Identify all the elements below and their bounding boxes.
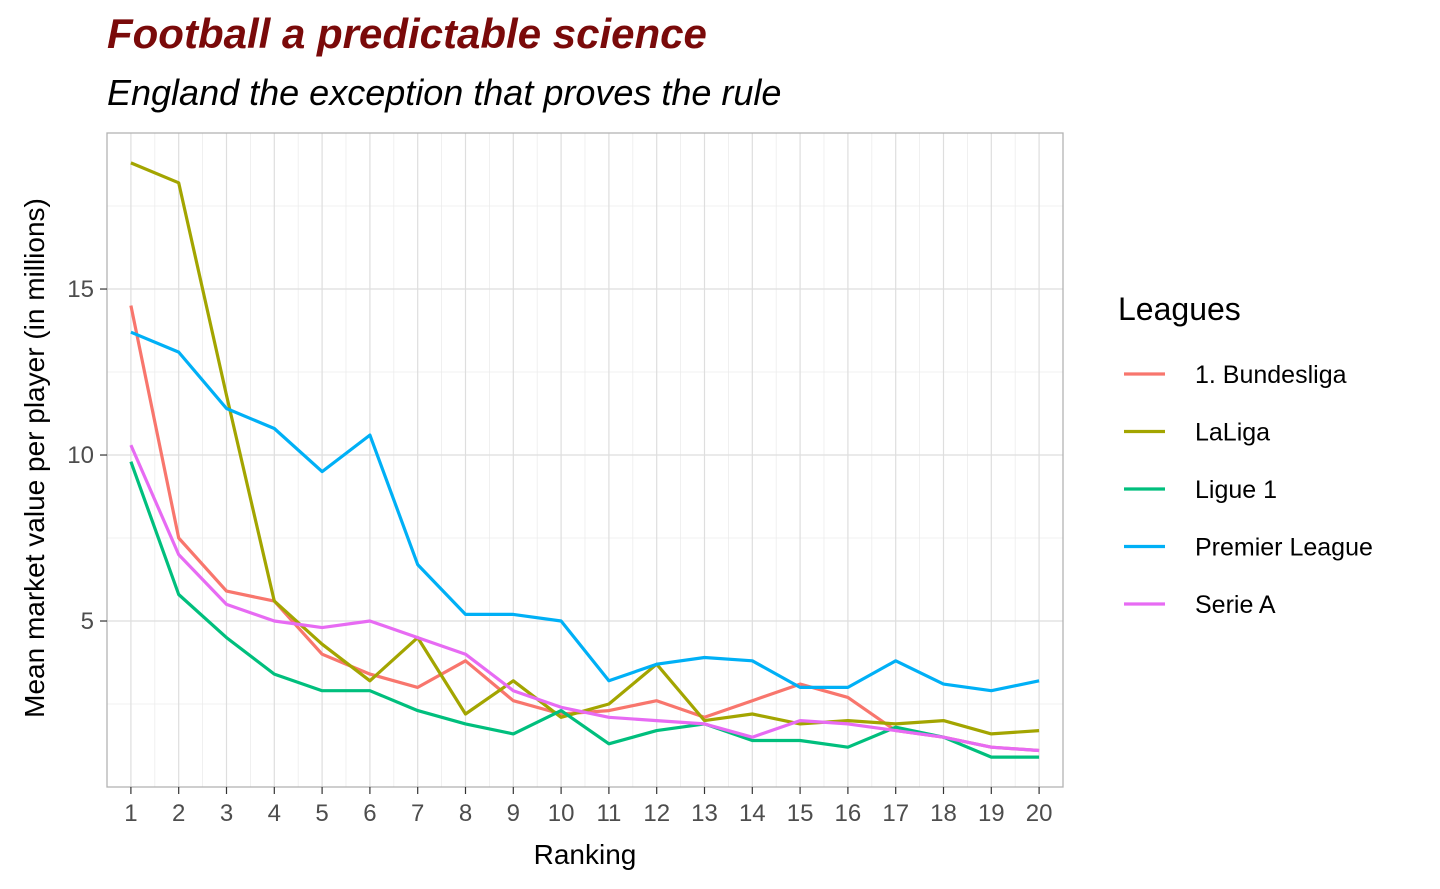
- x-tick-label: 12: [643, 800, 670, 827]
- x-tick-label: 15: [787, 800, 814, 827]
- legend-label: Serie A: [1195, 591, 1276, 619]
- x-tick-label: 10: [548, 800, 575, 827]
- legend-items: 1. Bundesliga LaLiga Ligue 1 Premier League…: [1124, 361, 1373, 619]
- x-tick-label: 2: [172, 800, 185, 827]
- legend-item-ligue-1: Ligue 1: [1124, 476, 1277, 504]
- x-tick-label: 11: [596, 800, 621, 827]
- legend-label: 1. Bundesliga: [1195, 361, 1347, 389]
- legend-label: Premier League: [1195, 534, 1373, 562]
- major-gridlines: [107, 133, 1063, 787]
- legend-label: LaLiga: [1195, 419, 1270, 447]
- legend-title: Leagues: [1118, 291, 1241, 327]
- x-axis-title: Ranking: [534, 839, 637, 870]
- y-tick-label: 15: [67, 276, 94, 303]
- y-tick-label: 10: [67, 442, 94, 469]
- series-line-serie-a: [129, 444, 1040, 753]
- series-lines: [129, 161, 1040, 759]
- x-tick-label: 20: [1026, 800, 1053, 827]
- x-axis-ticks: 1 2 3 4 5 6 7 8 9 10 11 12 13 14 15 16 17 18 19 20: [124, 787, 1052, 827]
- x-tick-label: 8: [459, 800, 472, 827]
- x-tick-label: 5: [315, 800, 328, 827]
- legend-item-premier-league: Premier League: [1124, 534, 1373, 562]
- x-tick-label: 9: [507, 800, 520, 827]
- y-tick-label: 5: [81, 608, 94, 635]
- plot-panel-border: [106, 132, 1064, 788]
- chart-title: Football a predictable science: [107, 10, 707, 57]
- x-tick-label: 6: [363, 800, 376, 827]
- x-tick-label: 18: [930, 800, 957, 827]
- x-tick-label: 16: [835, 800, 862, 827]
- legend-item-laliga: LaLiga: [1124, 419, 1270, 447]
- legend-item-1-bundesliga: 1. Bundesliga: [1124, 361, 1347, 389]
- series-line-laliga: [130, 161, 1040, 736]
- x-tick-label: 4: [268, 800, 281, 827]
- x-tick-label: 14: [739, 800, 766, 827]
- x-tick-label: 17: [882, 800, 909, 827]
- y-axis-ticks: 5 10 15: [67, 276, 107, 635]
- chart-subtitle: England the exception that proves the ru…: [107, 72, 782, 113]
- y-axis-title: Mean market value per player (in million…: [19, 198, 50, 718]
- minor-gridlines: [106, 133, 1064, 787]
- x-tick-label: 3: [220, 800, 233, 827]
- x-tick-label: 13: [691, 800, 718, 827]
- legend-label: Ligue 1: [1195, 476, 1277, 504]
- legend-item-serie-a: Serie A: [1124, 591, 1276, 619]
- x-tick-label: 19: [978, 800, 1005, 827]
- legend: Leagues 1. Bundesliga LaLiga Ligue 1 Premie…: [1118, 291, 1373, 619]
- x-tick-label: 7: [411, 800, 424, 827]
- series-line-premier-league: [130, 330, 1040, 693]
- x-tick-label: 1: [124, 800, 137, 827]
